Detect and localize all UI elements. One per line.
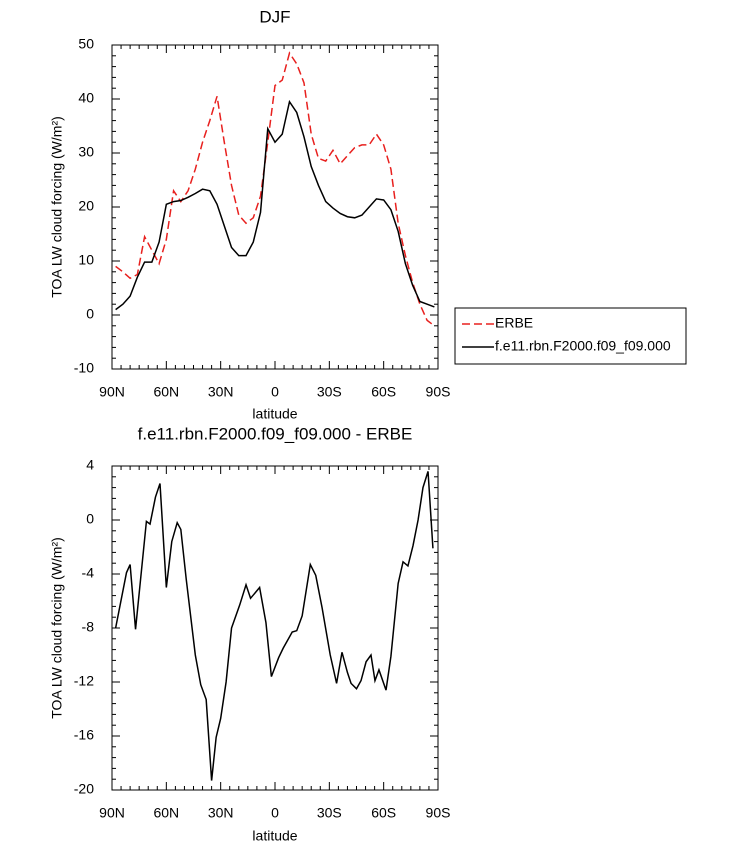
x-axis-label: latitude (252, 828, 297, 844)
x-tick-label: 90N (99, 384, 125, 400)
data-line (115, 99, 435, 311)
x-tick-label: 0 (271, 384, 279, 400)
y-tick-label: 0 (86, 306, 94, 322)
y-tick-label: -16 (74, 727, 94, 743)
y-tick-label: -4 (82, 565, 95, 581)
chart: DJF latitude TOA LW cloud forcing (W/m²) 90… (49, 7, 687, 422)
y-tick-label: 10 (78, 252, 94, 268)
y-tick-label: 50 (78, 36, 94, 52)
x-tick-label: 30S (317, 384, 342, 400)
x-tick-label: 60N (153, 805, 179, 821)
y-tick-label: 20 (78, 198, 94, 214)
y-tick-label: 4 (86, 457, 94, 473)
y-tick-label: -12 (74, 673, 94, 689)
chart-title: f.e11.rbn.F2000.f09_f09.000 - ERBE (138, 424, 413, 443)
plot-frame (111, 465, 439, 791)
y-tick-label: 0 (86, 511, 94, 527)
chart: f.e11.rbn.F2000.f09_f09.000 - ERBE latitu… (49, 424, 451, 843)
y-tick-label: 40 (78, 90, 94, 106)
legend-box (454, 307, 687, 365)
y-tick-label: -20 (74, 781, 94, 797)
x-tick-label: 60S (371, 384, 396, 400)
y-tick-label: 30 (78, 144, 94, 160)
x-tick-label: 0 (271, 805, 279, 821)
data-line (115, 51, 435, 327)
y-tick-label: -10 (74, 360, 94, 376)
x-tick-label: 30S (317, 805, 342, 821)
x-axis-label: latitude (252, 406, 297, 422)
legend-label: f.e11.rbn.F2000.f09_f09.000 (495, 338, 671, 354)
legend-label: ERBE (495, 315, 533, 331)
y-axis-label: TOA LW cloud forcing (W/m²) (49, 537, 65, 719)
x-tick-label: 60S (371, 805, 396, 821)
x-tick-label: 60N (153, 384, 179, 400)
chart-title: DJF (259, 7, 290, 26)
x-tick-label: 90N (99, 805, 125, 821)
y-axis-label: TOA LW cloud forcing (W/m²) (49, 116, 65, 298)
x-tick-label: 90S (426, 805, 451, 821)
data-line (114, 471, 434, 781)
x-tick-label: 30N (208, 805, 234, 821)
x-tick-label: 30N (208, 384, 234, 400)
legend: ERBE f.e11.rbn.F2000.f09_f09.000 (454, 307, 687, 365)
y-tick-label: -8 (82, 619, 95, 635)
x-tick-label: 90S (426, 384, 451, 400)
